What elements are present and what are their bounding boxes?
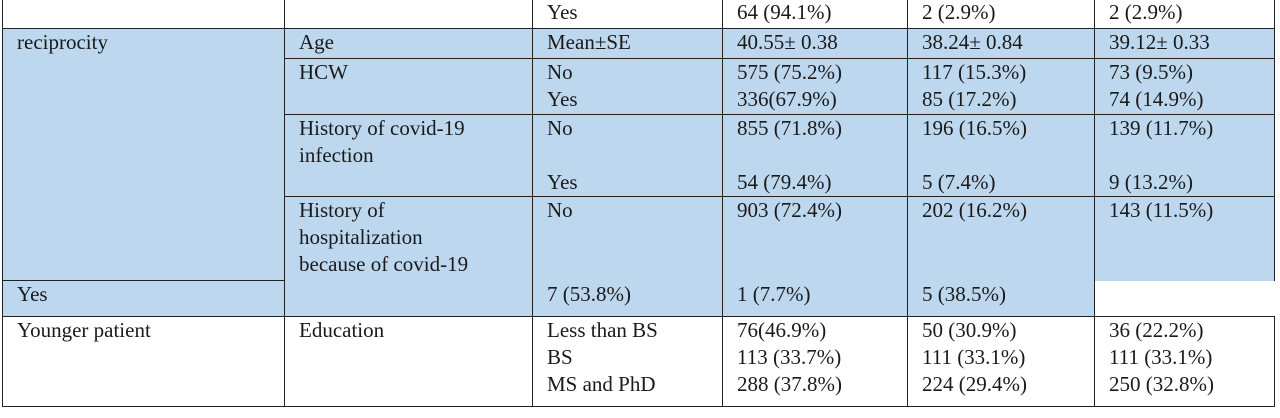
cell-level: Yes bbox=[532, 0, 723, 29]
cell-level: Yes bbox=[532, 168, 723, 197]
cell-level: No bbox=[532, 196, 723, 281]
table-row: Yes 7 (53.8%) 1 (7.7%) 5 (38.5%) bbox=[2, 280, 1275, 317]
cell-level: Mean±SE bbox=[532, 28, 723, 59]
results-table: Yes 64 (94.1%) 2 (2.9%) 2 (2.9%) recipro… bbox=[2, 0, 1275, 407]
cell-value: 36 (22.2%) 111 (33.1%) 250 (32.8%) bbox=[1094, 316, 1275, 407]
value: 288 (37.8%) bbox=[737, 372, 842, 396]
cell-value: 7 (53.8%) bbox=[532, 280, 723, 317]
value-no: 575 (75.2%) bbox=[737, 60, 842, 84]
cell-value: 38.24± 0.84 bbox=[907, 28, 1095, 59]
table-row: History of covid-19 infection No 855 (71… bbox=[3, 114, 1275, 197]
cell-value: 139 (11.7%) bbox=[1094, 114, 1275, 169]
cell-value: 64 (94.1%) bbox=[722, 0, 908, 29]
cell-value: 2 (2.9%) bbox=[1094, 0, 1275, 29]
cell-value: 5 (7.4%) bbox=[907, 168, 1095, 197]
cell-value: 5 (38.5%) bbox=[907, 280, 1095, 317]
cell-value: 117 (15.3%) 85 (17.2%) bbox=[907, 58, 1095, 115]
value: 113 (33.7%) bbox=[737, 345, 842, 369]
cell-value: 54 (79.4%) bbox=[722, 168, 908, 197]
value: 111 (33.1%) bbox=[922, 345, 1026, 369]
value: 50 (30.9%) bbox=[922, 318, 1017, 342]
cell-variable: Education bbox=[284, 316, 533, 407]
level: BS bbox=[547, 345, 573, 369]
value: 250 (32.8%) bbox=[1109, 372, 1214, 396]
variable-line: hospitalization bbox=[299, 225, 423, 249]
value-no: 117 (15.3%) bbox=[922, 60, 1027, 84]
cell-variable bbox=[284, 0, 533, 29]
variable-line: History of bbox=[299, 198, 385, 222]
cell-variable: HCW bbox=[284, 58, 533, 115]
cell-variable-hospitalization: History of hospitalization because of co… bbox=[284, 196, 533, 317]
table-row: Yes 54 (79.4%) 5 (7.4%) 9 (13.2%) bbox=[3, 168, 1275, 197]
cell-level: Yes bbox=[2, 280, 285, 317]
value-yes: 74 (14.9%) bbox=[1109, 87, 1204, 111]
cell-value: 575 (75.2%) 336(67.9%) bbox=[722, 58, 908, 115]
value: 76(46.9%) bbox=[737, 318, 827, 342]
value-yes: 336(67.9%) bbox=[737, 87, 837, 111]
cell-variable: Age bbox=[284, 28, 533, 59]
level: Less than BS bbox=[547, 318, 658, 342]
cell-value: 39.12± 0.33 bbox=[1094, 28, 1275, 59]
cell-value: 50 (30.9%) 111 (33.1%) 224 (29.4%) bbox=[907, 316, 1095, 407]
table-row: reciprocity Age Mean±SE 40.55± 0.38 38.2… bbox=[2, 28, 1275, 281]
cell-value: 76(46.9%) 113 (33.7%) 288 (37.8%) bbox=[722, 316, 908, 407]
cell-group bbox=[2, 0, 285, 29]
value: 224 (29.4%) bbox=[922, 372, 1027, 396]
table-row: HCW No Yes 575 (75.2%) 336(67.9%) 117 (1… bbox=[3, 58, 1275, 115]
variable-line: because of covid-19 bbox=[299, 252, 469, 276]
value: 111 (33.1%) bbox=[1109, 345, 1213, 369]
value-no: 73 (9.5%) bbox=[1109, 60, 1193, 84]
cell-level: No bbox=[532, 114, 723, 169]
cell-value: 40.55± 0.38 bbox=[722, 28, 908, 59]
variable-line: infection bbox=[299, 143, 374, 167]
table-row: Younger patient Education Less than BS B… bbox=[2, 316, 1275, 407]
cell-value: 143 (11.5%) bbox=[1094, 196, 1275, 281]
cell-variable-infection: History of covid-19 infection bbox=[284, 114, 533, 197]
value: 36 (22.2%) bbox=[1109, 318, 1204, 342]
cell-level: No Yes bbox=[532, 58, 723, 115]
value-yes: 85 (17.2%) bbox=[922, 87, 1017, 111]
table-row: History of hospitalization because of co… bbox=[3, 196, 1275, 317]
level: MS and PhD bbox=[547, 372, 656, 396]
cell-value: 9 (13.2%) bbox=[1094, 168, 1275, 197]
cell-value: 202 (16.2%) bbox=[907, 196, 1095, 281]
cell-group-reciprocity: reciprocity bbox=[2, 28, 285, 281]
level-yes: Yes bbox=[547, 87, 578, 111]
cell-value: 1 (7.7%) bbox=[722, 280, 908, 317]
cell-value: 903 (72.4%) bbox=[722, 196, 908, 281]
cell-group-younger-patient: Younger patient bbox=[2, 316, 285, 407]
cell-level: Less than BS BS MS and PhD bbox=[532, 316, 723, 407]
cell-value: 196 (16.5%) bbox=[907, 114, 1095, 169]
cell-value: 855 (71.8%) bbox=[722, 114, 908, 169]
cell-value: 2 (2.9%) bbox=[907, 0, 1095, 29]
level-no: No bbox=[547, 60, 573, 84]
variable-line: History of covid-19 bbox=[299, 116, 465, 140]
table-row: Yes 64 (94.1%) 2 (2.9%) 2 (2.9%) bbox=[2, 0, 1275, 29]
cell-value: 73 (9.5%) 74 (14.9%) bbox=[1094, 58, 1275, 115]
